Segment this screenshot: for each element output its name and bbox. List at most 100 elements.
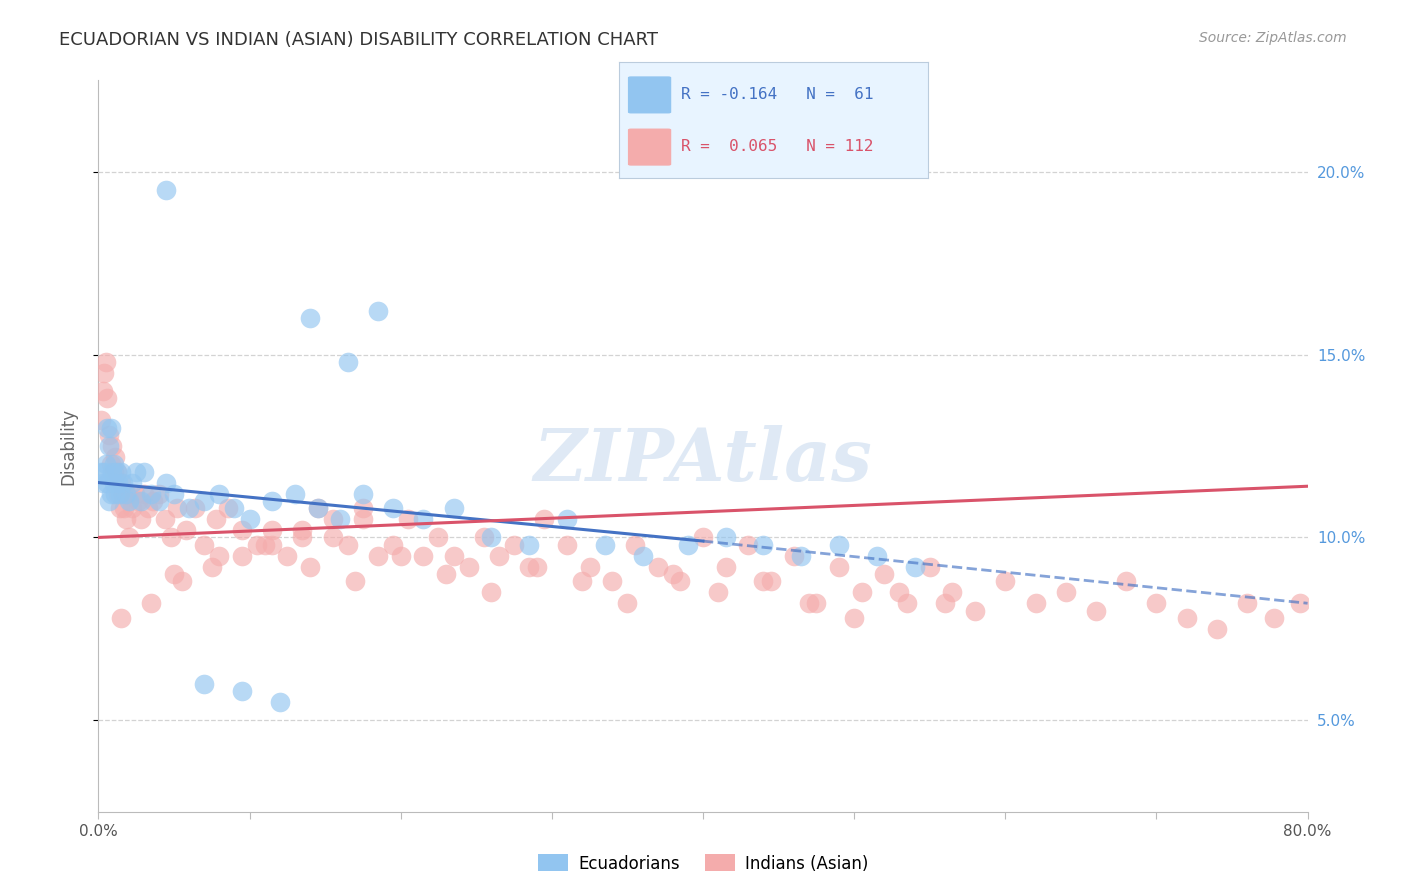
Y-axis label: Disability: Disability (59, 408, 77, 484)
Point (396, 512, 419, 526)
Text: ECUADORIAN VS INDIAN (ASIAN) DISABILITY CORRELATION CHART: ECUADORIAN VS INDIAN (ASIAN) DISABILITY … (59, 31, 658, 49)
Point (631, 549, 654, 563)
Point (105, 465, 128, 479)
Point (481, 585, 503, 599)
Point (934, 596, 956, 610)
Point (155, 183, 177, 197)
Point (382, 501, 405, 516)
Point (262, 538, 284, 552)
Point (555, 512, 578, 526)
Point (616, 596, 638, 610)
Point (98, 494, 121, 508)
Point (91, 384, 114, 398)
Point (790, 549, 813, 563)
Point (104, 450, 127, 464)
Point (828, 559, 851, 574)
Point (114, 512, 136, 526)
Point (100, 486, 122, 500)
Point (434, 567, 457, 582)
Text: ZIPAtlas: ZIPAtlas (534, 425, 872, 496)
Point (443, 549, 465, 563)
Point (1175, 611, 1198, 625)
Point (125, 465, 148, 479)
Point (208, 549, 231, 563)
Point (714, 530, 737, 544)
Point (291, 530, 314, 544)
Point (994, 574, 1017, 589)
Point (262, 494, 284, 508)
Point (307, 501, 329, 516)
Point (344, 574, 367, 589)
Point (1236, 596, 1258, 610)
Point (174, 523, 197, 537)
Point (889, 585, 911, 599)
Point (1144, 596, 1167, 610)
Point (246, 538, 269, 552)
Point (160, 530, 183, 544)
Point (472, 530, 495, 544)
Point (692, 530, 714, 544)
Point (873, 567, 896, 582)
Point (941, 585, 963, 599)
Point (844, 611, 866, 625)
Point (205, 512, 228, 526)
Point (100, 457, 122, 471)
Point (96, 392, 118, 406)
Point (100, 421, 122, 435)
Point (481, 530, 503, 544)
Point (367, 549, 389, 563)
Point (503, 538, 526, 552)
Point (896, 596, 918, 610)
Point (155, 475, 177, 490)
Point (148, 494, 170, 508)
Point (1115, 574, 1137, 589)
Point (918, 559, 941, 574)
Point (239, 512, 262, 526)
Point (571, 574, 593, 589)
Point (110, 465, 132, 479)
Point (129, 494, 152, 508)
Point (148, 486, 170, 500)
Point (104, 486, 127, 500)
Point (443, 501, 465, 516)
Point (208, 486, 231, 500)
Point (322, 530, 344, 544)
Point (115, 486, 138, 500)
Point (661, 567, 683, 582)
Point (1085, 603, 1108, 617)
Point (224, 501, 246, 516)
Point (193, 494, 215, 508)
Point (714, 559, 737, 574)
Point (179, 501, 201, 516)
Text: Source: ZipAtlas.com: Source: ZipAtlas.com (1199, 31, 1347, 45)
Point (284, 486, 307, 500)
Point (352, 486, 374, 500)
Point (129, 512, 152, 526)
Legend: Ecuadorians, Indians (Asian): Ecuadorians, Indians (Asian) (531, 847, 875, 880)
Point (336, 355, 359, 369)
Point (593, 538, 616, 552)
Point (336, 538, 359, 552)
Point (904, 559, 927, 574)
Text: R =  0.065   N = 112: R = 0.065 N = 112 (681, 139, 873, 154)
Point (132, 486, 155, 500)
Point (669, 574, 692, 589)
Point (127, 494, 149, 508)
Point (1206, 622, 1229, 636)
Point (96, 421, 118, 435)
Point (367, 303, 389, 318)
Point (269, 695, 291, 709)
Point (555, 538, 578, 552)
Point (118, 494, 141, 508)
Point (427, 530, 450, 544)
Point (184, 501, 207, 516)
Point (110, 475, 132, 490)
Point (111, 475, 134, 490)
Point (352, 512, 374, 526)
Point (103, 465, 125, 479)
Point (851, 585, 873, 599)
Point (166, 501, 188, 516)
Point (94, 457, 117, 471)
Point (828, 538, 851, 552)
Point (98, 439, 121, 453)
